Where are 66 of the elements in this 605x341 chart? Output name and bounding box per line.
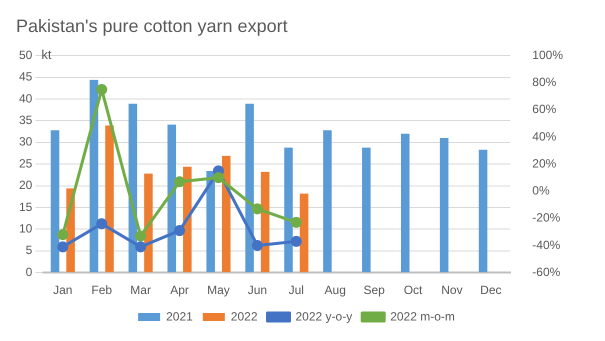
bar: [50, 130, 60, 272]
y-tick-label: 45: [18, 70, 33, 84]
x-tick-label: Dec: [480, 283, 502, 298]
y-axis-title: kt: [41, 47, 52, 62]
y-tick-label: 30: [18, 134, 33, 149]
y-tick-label: 25: [18, 156, 33, 170]
legend-label: 2022: [230, 309, 258, 324]
point: [290, 216, 302, 228]
bar: [323, 130, 332, 272]
y2-tick-label: 100%: [532, 48, 564, 62]
y-tick-label: 20: [18, 178, 33, 192]
legend-label: 2022 y-o-y: [296, 309, 352, 324]
point: [57, 229, 68, 240]
x-tick-label: Apr: [170, 283, 189, 298]
x-tick-label: Jun: [248, 283, 268, 298]
legend-label: 2022 m-o-m: [390, 309, 455, 324]
point: [174, 225, 186, 236]
bar: [222, 156, 231, 272]
point: [174, 176, 186, 188]
x-tick-label: Feb: [91, 283, 112, 298]
y-tick-label: 50: [18, 48, 33, 62]
y-tick-label: 40: [18, 91, 33, 106]
point: [96, 84, 108, 96]
bar: [260, 172, 270, 272]
y-tick-label: 0: [26, 264, 33, 279]
x-tick-label: Sep: [363, 283, 386, 298]
y2-tick-label: -60%: [532, 264, 561, 279]
point: [252, 240, 263, 251]
chart-title: Pakistan's pure cotton yarn export: [16, 16, 288, 36]
x-tick-label: Aug: [324, 283, 346, 298]
bar: [284, 148, 293, 272]
bar: [90, 80, 98, 272]
legend-label: 2021: [166, 309, 194, 324]
x-tick-label: May: [207, 283, 230, 298]
x-tick-label: Jan: [53, 283, 72, 298]
point: [135, 230, 146, 242]
bar: [206, 171, 215, 272]
y-tick-label: 35: [18, 113, 33, 128]
y2-tick-label: 80%: [532, 75, 557, 90]
bar: [362, 148, 371, 272]
bar: [400, 134, 410, 272]
point: [290, 236, 302, 247]
y2-tick-label: 60%: [532, 102, 557, 116]
y2-tick-label: -20%: [532, 210, 561, 225]
bar: [300, 194, 308, 272]
y2-tick-label: 20%: [532, 156, 557, 170]
point: [252, 203, 263, 214]
y2-tick-label: 40%: [532, 129, 557, 144]
x-tick-label: Mar: [130, 283, 151, 298]
bar: [105, 125, 114, 272]
x-tick-label: Jul: [288, 283, 304, 298]
y-tick-label: 10: [18, 222, 33, 236]
y-tick-label: 15: [18, 200, 33, 214]
bar: [440, 138, 448, 272]
point: [96, 218, 108, 230]
bar: [245, 104, 254, 272]
point: [135, 241, 146, 252]
bar: [167, 124, 176, 272]
point: [57, 241, 68, 252]
point: [212, 172, 224, 184]
bar: [478, 150, 488, 272]
x-tick-label: Nov: [441, 283, 463, 298]
y2-tick-label: 0%: [532, 184, 550, 198]
y2-tick-label: -40%: [532, 238, 561, 252]
y-tick-label: 5: [26, 243, 33, 258]
x-tick-label: Oct: [404, 283, 424, 298]
